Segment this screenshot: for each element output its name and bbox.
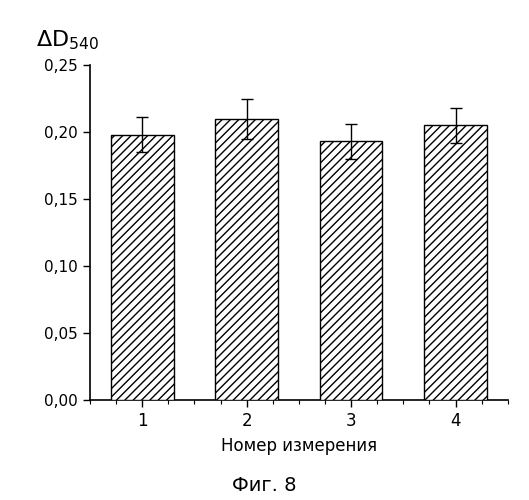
Bar [215,118,278,400]
Bar [320,142,382,400]
Text: $\Delta$D$_{540}$: $\Delta$D$_{540}$ [35,28,99,52]
Bar [111,134,174,400]
X-axis label: Номер измерения: Номер измерения [221,437,377,455]
Bar [424,126,487,400]
Text: Фиг. 8: Фиг. 8 [232,476,297,495]
